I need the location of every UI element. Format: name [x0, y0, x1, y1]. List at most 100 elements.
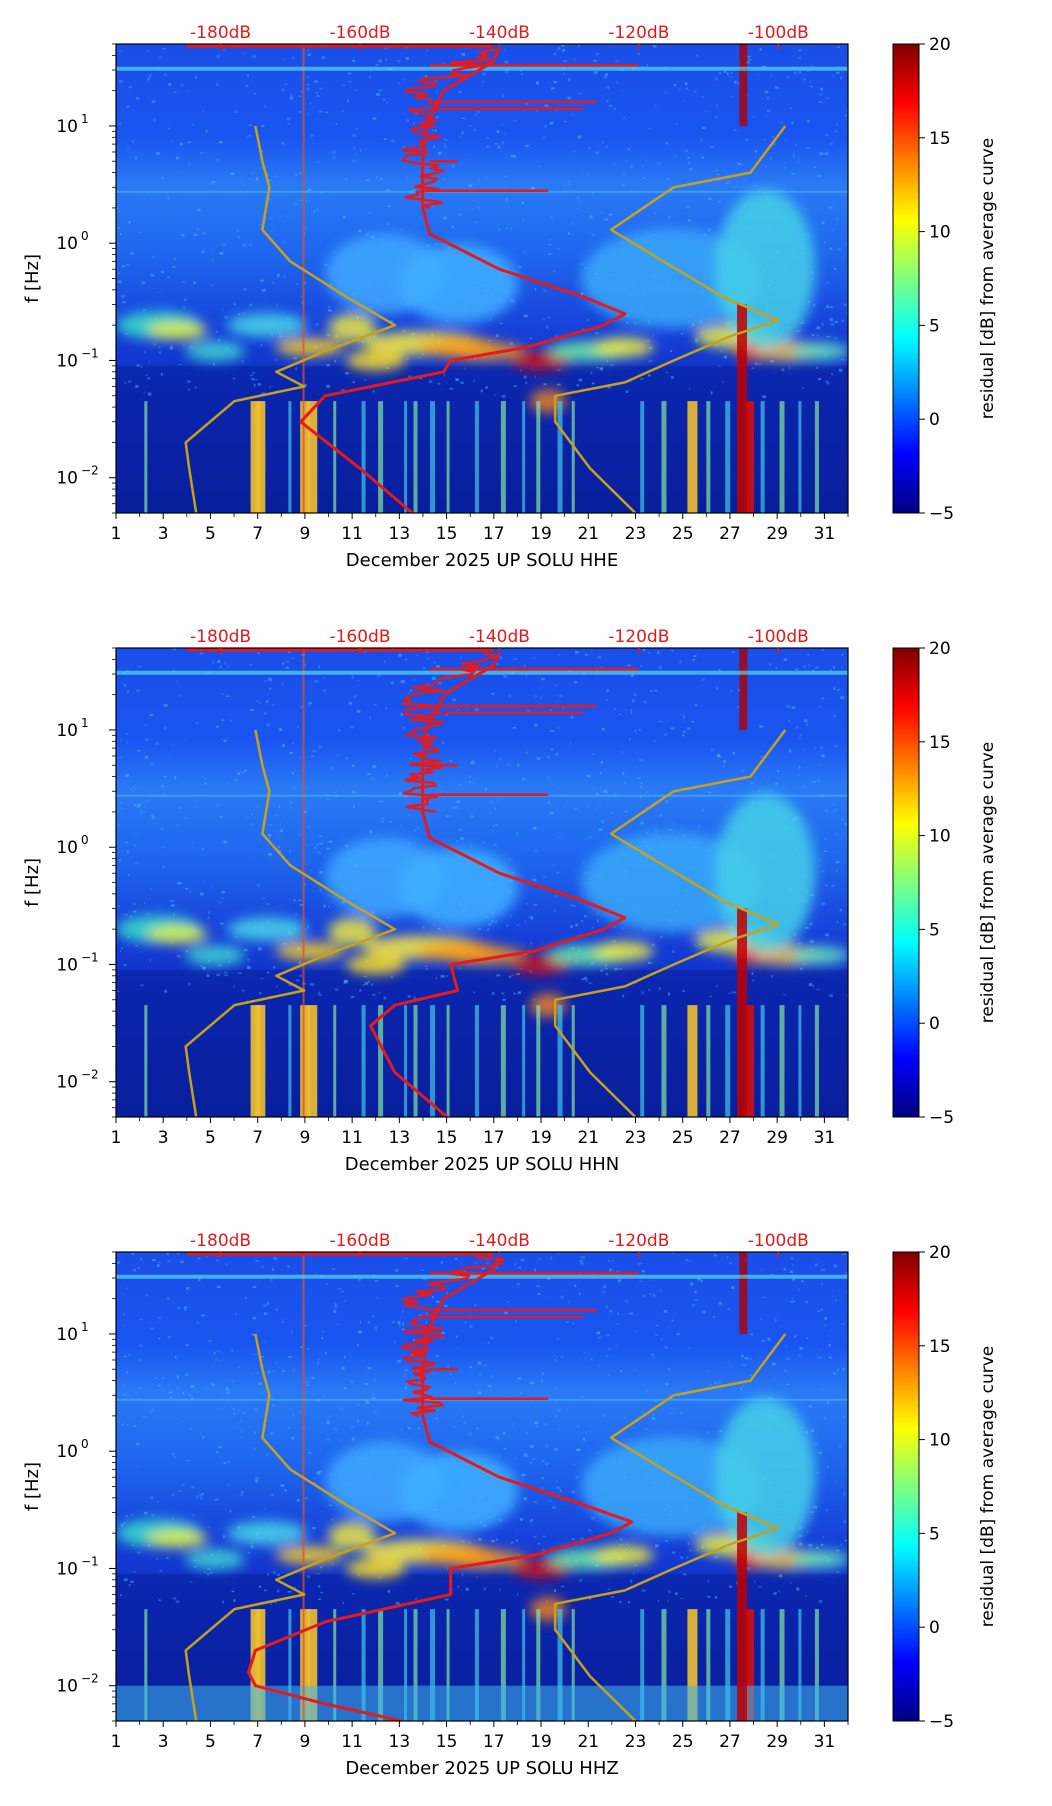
- noise-speck: [316, 1471, 321, 1475]
- noise-speck: [697, 1278, 702, 1281]
- noise-speck: [126, 741, 128, 745]
- noise-speck: [384, 660, 386, 663]
- noise-speck: [778, 1590, 781, 1593]
- noise-speck: [120, 1523, 124, 1527]
- x-tick-label: 17: [483, 1128, 505, 1148]
- noise-speck: [508, 976, 512, 978]
- signal-streak: [557, 1609, 563, 1721]
- noise-speck: [352, 790, 356, 794]
- noise-speck: [769, 157, 773, 160]
- noise-speck: [718, 201, 721, 203]
- noise-speck: [791, 1297, 794, 1300]
- noise-speck: [259, 166, 264, 169]
- noise-speck: [819, 859, 821, 862]
- signal-streak: [500, 1005, 506, 1117]
- noise-speck: [385, 707, 388, 710]
- noise-speck: [660, 1289, 662, 1292]
- noise-speck: [365, 1399, 368, 1403]
- noise-speck: [508, 1396, 512, 1399]
- noise-speck: [350, 996, 353, 998]
- noise-speck: [824, 380, 828, 382]
- noise-speck: [679, 660, 682, 664]
- noise-speck: [291, 772, 294, 775]
- noise-speck: [811, 334, 815, 336]
- noise-speck: [424, 965, 427, 967]
- noise-speck: [652, 1294, 655, 1297]
- noise-speck: [714, 1381, 717, 1385]
- noise-speck: [531, 187, 536, 190]
- noise-speck: [742, 1384, 745, 1388]
- heatmap-area: [116, 1252, 848, 1721]
- noise-speck: [140, 984, 144, 986]
- noise-speck: [344, 979, 349, 983]
- noise-speck: [470, 761, 474, 764]
- noise-speck: [694, 944, 696, 947]
- low-frequency-streaks: [144, 1609, 819, 1721]
- noise-speck: [596, 912, 599, 915]
- noise-speck: [169, 346, 173, 350]
- x-tick-label: 29: [766, 1128, 788, 1148]
- signal-streak: [500, 1609, 506, 1721]
- noise-speck: [489, 319, 492, 321]
- noise-speck: [212, 259, 214, 262]
- noise-speck: [220, 922, 224, 925]
- noise-speck: [220, 335, 222, 337]
- noise-speck: [356, 1403, 360, 1406]
- noise-speck: [580, 1537, 584, 1540]
- noise-speck: [743, 178, 746, 180]
- noise-speck: [325, 1351, 327, 1355]
- noise-speck: [634, 1564, 638, 1566]
- noise-speck: [240, 1419, 242, 1423]
- noise-speck: [426, 651, 429, 654]
- noise-speck: [369, 70, 373, 72]
- y-tick-exponent: −2: [81, 464, 99, 478]
- noise-speck: [715, 1555, 718, 1559]
- noise-speck: [667, 1367, 671, 1371]
- noise-speck: [829, 318, 834, 321]
- noise-speck: [132, 910, 137, 913]
- noise-speck: [558, 786, 560, 790]
- signal-streak: [687, 1005, 698, 1117]
- noise-speck: [614, 967, 618, 971]
- noise-speck: [783, 994, 786, 996]
- noise-speck: [496, 662, 499, 666]
- noise-speck: [759, 724, 762, 727]
- noise-speck: [449, 760, 453, 762]
- noise-speck: [836, 1571, 840, 1574]
- x-tick-label: 7: [252, 1128, 263, 1148]
- noise-speck: [590, 1358, 593, 1361]
- noise-speck: [267, 833, 272, 837]
- noise-speck: [584, 915, 587, 918]
- noise-speck: [237, 1366, 240, 1368]
- noise-speck: [254, 383, 256, 387]
- noise-speck: [533, 903, 537, 906]
- noise-speck: [211, 284, 213, 287]
- noise-speck: [250, 709, 254, 711]
- noise-speck: [775, 86, 779, 89]
- noise-speck: [810, 65, 814, 67]
- noise-speck: [605, 698, 609, 702]
- noise-speck: [147, 50, 150, 52]
- noise-speck: [326, 1421, 330, 1425]
- noise-speck: [585, 979, 588, 983]
- noise-speck: [252, 1286, 257, 1289]
- noise-speck: [222, 897, 224, 899]
- noise-speck: [658, 720, 663, 723]
- noise-speck: [834, 808, 839, 810]
- noise-speck: [534, 1268, 536, 1272]
- signal-streak: [706, 1005, 711, 1117]
- noise-speck: [805, 926, 809, 929]
- noise-speck: [252, 1372, 254, 1374]
- noise-speck: [844, 1539, 848, 1542]
- noise-speck: [811, 1429, 814, 1433]
- noise-speck: [270, 1603, 273, 1606]
- noise-speck: [213, 362, 215, 366]
- noise-speck: [217, 339, 221, 342]
- noise-speck: [199, 1494, 202, 1498]
- noise-speck: [827, 1400, 830, 1404]
- noise-speck: [661, 1338, 663, 1341]
- noise-speck: [344, 757, 349, 760]
- noise-speck: [377, 1296, 379, 1299]
- event-column-high: [739, 44, 748, 126]
